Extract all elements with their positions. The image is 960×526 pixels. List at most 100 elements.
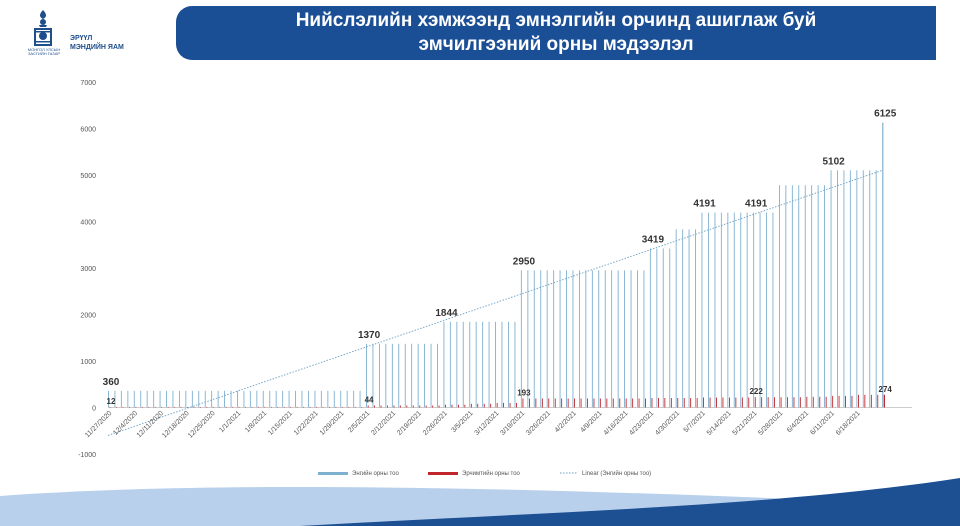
bar-intensive [767, 397, 769, 408]
bar-general [617, 270, 619, 408]
x-tick-label: 6/4/2021 [786, 410, 810, 434]
data-label-intensive: 193 [517, 389, 531, 398]
bar-intensive [703, 397, 704, 408]
bar-intensive [116, 406, 117, 408]
bar-intensive [716, 397, 717, 408]
footer-wave [0, 478, 960, 526]
x-tick-label: 2/26/2021 [422, 410, 449, 437]
bar-intensive [664, 398, 666, 408]
bar-general [262, 390, 264, 408]
bar-intensive [825, 396, 827, 408]
bar-general [153, 390, 155, 408]
bar-general [591, 270, 593, 408]
bar-intensive [490, 403, 492, 408]
bar-intensive [477, 403, 479, 408]
bar-intensive [238, 406, 240, 408]
bar-intensive [245, 406, 246, 408]
bar-intensive [509, 402, 511, 408]
bar-general [301, 390, 303, 408]
bar-general [249, 390, 251, 408]
bar-general [585, 270, 587, 408]
bar-general [437, 343, 438, 408]
bar-general [120, 390, 122, 408]
bar-general [462, 321, 464, 408]
x-tick-label: 2/12/2021 [370, 410, 397, 437]
bar-general [772, 212, 774, 408]
bar-intensive [309, 406, 311, 408]
x-tick-label: 6/11/2021 [809, 410, 836, 437]
title-line1: Нийслэлийн хэмжээнд эмнэлгийн орчинд аши… [295, 10, 817, 31]
footer-wave-dark [300, 478, 960, 526]
x-tick-label: 4/9/2021 [580, 410, 604, 434]
bar-intensive [303, 406, 304, 408]
bar-general [114, 390, 116, 408]
data-label-general: 1844 [435, 308, 458, 319]
org-name-line2: МЭНДИЙН ЯАМ [70, 44, 124, 51]
bar-intensive [374, 405, 375, 408]
bar-intensive [419, 405, 421, 408]
bar-general [146, 390, 148, 408]
bar-intensive [258, 406, 259, 408]
bar-intensive [548, 398, 550, 408]
x-tick-label: 1/1/2021 [218, 410, 242, 434]
bar-general [604, 270, 606, 408]
bar-intensive [793, 397, 795, 408]
bar-general [443, 321, 445, 408]
org-small-line2: ЗАСГИЙН ГАЗАР [27, 51, 61, 56]
bar-general [862, 170, 864, 408]
title-line2: эмчилгээний орны мэдээлэл [418, 34, 694, 55]
bar-general [346, 390, 348, 408]
bar-general [849, 170, 851, 408]
bar-intensive [677, 398, 679, 408]
bar-general [759, 212, 761, 408]
bar-intensive [599, 398, 601, 408]
bar-general [185, 390, 187, 408]
bar-general [727, 212, 729, 408]
data-label-general: 3419 [642, 235, 665, 246]
bar-intensive [129, 406, 130, 408]
bar-intensive [167, 406, 169, 408]
bar-intensive [645, 398, 646, 408]
trend-line-path [107, 169, 883, 436]
bar-intensive [264, 406, 266, 408]
bar-general [830, 170, 832, 408]
data-label-intensive: 44 [365, 395, 374, 404]
bar-intensive [870, 394, 872, 408]
bar-intensive [458, 404, 459, 408]
bar-intensive [709, 397, 711, 408]
bar-intensive [225, 406, 227, 408]
org-small-line1: МОНГОЛ УЛСЫН [27, 47, 61, 52]
bar-intensive [193, 406, 195, 408]
x-tick-label: 3/5/2021 [450, 410, 474, 434]
bar-intensive [380, 405, 382, 408]
x-tick-label: 1/15/2021 [267, 410, 294, 437]
bar-intensive [322, 406, 324, 408]
bar-general [404, 343, 406, 408]
bar-intensive [109, 406, 111, 408]
x-tick-label: 4/16/2021 [603, 410, 630, 437]
bar-intensive [354, 406, 356, 408]
bar-general [140, 390, 142, 408]
bar-intensive [161, 406, 163, 408]
bar-intensive [335, 406, 337, 408]
bar-general [753, 212, 755, 408]
bar-general [656, 248, 658, 408]
bar-general [204, 390, 206, 408]
y-tick-label: 6000 [80, 127, 96, 134]
bar-general [469, 321, 471, 408]
bar-intensive [612, 398, 614, 408]
bar-intensive [535, 398, 537, 408]
bar-general [817, 185, 819, 408]
bar-intensive [361, 406, 363, 408]
bar-intensive [748, 397, 750, 408]
bar-intensive [232, 406, 234, 408]
bar-general [488, 321, 490, 408]
bar-general [527, 270, 529, 408]
bar-general [869, 170, 871, 408]
bar-intensive [406, 405, 408, 408]
bar-intensive [858, 394, 859, 408]
bar-general [495, 321, 496, 408]
bar-intensive [619, 398, 621, 408]
bar-intensive [567, 398, 569, 408]
